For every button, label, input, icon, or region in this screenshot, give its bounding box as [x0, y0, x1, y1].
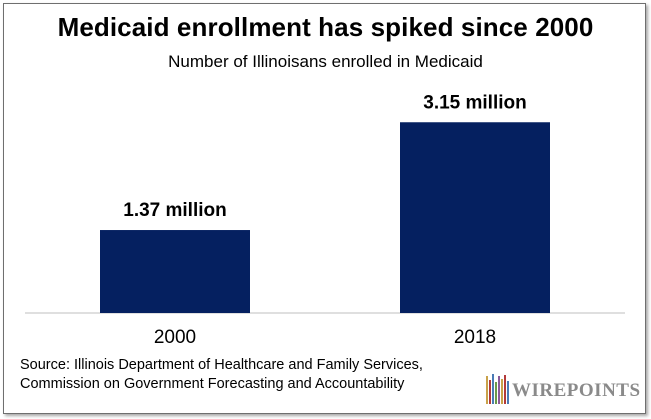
wirepoints-logo: WIREPOINTS: [484, 370, 640, 406]
chart-title: Medicaid enrollment has spiked since 200…: [57, 12, 594, 42]
bar-2000: [100, 230, 250, 313]
data-label-2018: 3.15 million: [423, 92, 526, 113]
x-tick-label-2018: 2018: [454, 327, 496, 348]
x-tick-label-2000: 2000: [154, 327, 196, 348]
wirepoints-w-logo-icon: [486, 374, 509, 404]
data-label-2000: 1.37 million: [123, 200, 226, 221]
bar-2018: [400, 122, 550, 313]
wirepoints-logo-text: WIREPOINTS: [512, 380, 641, 401]
source-line-2: Commission on Government Forecasting and…: [20, 376, 405, 392]
chart-subtitle: Number of Illinoisans enrolled in Medica…: [168, 52, 483, 71]
source-note: Source: Illinois Department of Healthcar…: [20, 356, 423, 394]
source-line-1: Source: Illinois Department of Healthcar…: [20, 357, 423, 373]
